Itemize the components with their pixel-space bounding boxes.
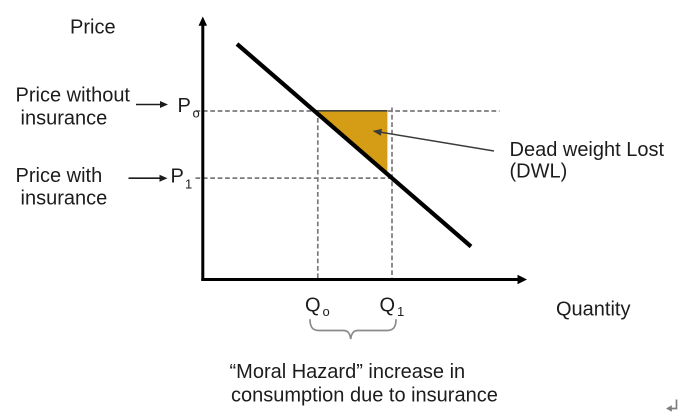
svg-text:o: o <box>323 304 330 319</box>
svg-text:Price without: Price without <box>16 85 131 107</box>
svg-text:Price: Price <box>70 17 116 39</box>
svg-text:P: P <box>178 95 191 117</box>
svg-text:Q: Q <box>380 295 396 317</box>
svg-text:consumption due to insurance: consumption due to insurance <box>231 384 498 406</box>
svg-text:“Moral Hazard” increase in: “Moral Hazard” increase in <box>230 361 466 383</box>
svg-text:insurance: insurance <box>21 108 108 130</box>
svg-text:Price with: Price with <box>16 165 103 187</box>
svg-text:Q: Q <box>305 295 321 317</box>
svg-text:P: P <box>171 165 184 187</box>
svg-text:Quantity: Quantity <box>556 299 630 321</box>
svg-text:insurance: insurance <box>21 188 108 210</box>
svg-text:Dead weight Lost: Dead weight Lost <box>510 139 665 161</box>
svg-text:o: o <box>193 106 200 121</box>
svg-text:(DWL): (DWL) <box>510 161 568 183</box>
svg-text:1: 1 <box>397 304 404 319</box>
svg-text:1: 1 <box>185 176 192 191</box>
